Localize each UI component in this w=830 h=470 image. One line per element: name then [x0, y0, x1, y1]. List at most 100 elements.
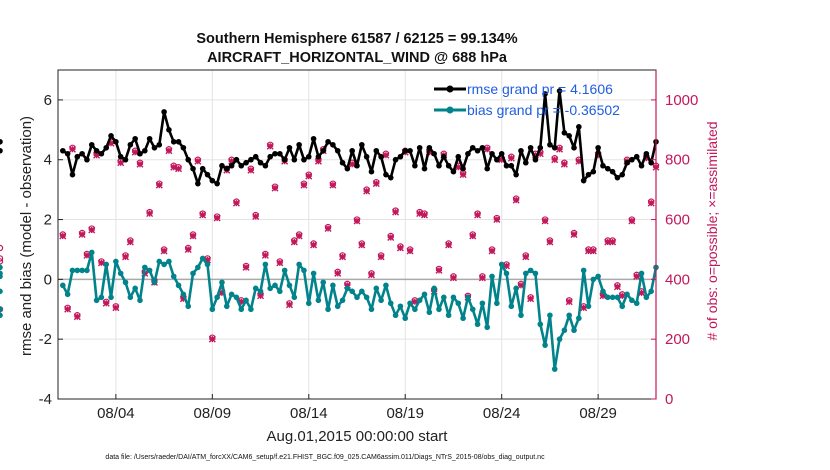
obs-assimilated-marker: [498, 156, 506, 164]
chart-subtitle: AIRCRAFT_HORIZONTAL_WIND @ 688 hPa: [207, 50, 508, 66]
obs-assimilated-marker: [647, 199, 655, 207]
obs-assimilated-marker: [541, 217, 549, 225]
bias-point: [262, 261, 269, 268]
rmse-point: [542, 91, 548, 97]
bias-point: [479, 300, 486, 307]
rmse-point: [397, 153, 404, 160]
rmse-point: [363, 153, 370, 160]
obs-assimilated-marker: [454, 163, 462, 171]
rmse-point: [344, 165, 351, 172]
bias-point: [214, 294, 220, 301]
obs-assimilated-marker: [638, 289, 646, 297]
bias-point: [498, 261, 505, 268]
rmse-point: [108, 133, 114, 139]
rmse-point: [330, 141, 336, 148]
footer-data-file: data file: /Users/raeder/DAI/ATM_forcXX/…: [105, 454, 545, 461]
rmse-point: [0, 138, 3, 145]
bias-point: [354, 294, 360, 301]
bias-point: [252, 285, 259, 292]
obs-assimilated-marker: [179, 295, 187, 303]
bias-point: [624, 291, 630, 298]
rmse-point: [633, 153, 640, 160]
rmse-point: [175, 138, 182, 145]
rmse-point: [296, 141, 302, 148]
obs-assimilated-marker: [343, 281, 351, 289]
obs-assimilated-marker: [580, 304, 588, 312]
rmse-point: [648, 159, 654, 166]
bias-point: [460, 315, 466, 322]
rmse-point: [252, 153, 259, 160]
bias-point: [561, 327, 568, 334]
obs-assimilated-marker: [184, 245, 192, 253]
rmse-point: [368, 168, 375, 175]
rmse-point: [349, 147, 355, 154]
obs-assimilated-marker: [421, 211, 429, 219]
rmse-point: [286, 144, 293, 151]
obs-assimilated-marker: [642, 154, 650, 162]
bias-point: [301, 267, 307, 274]
obs-assimilated-marker: [107, 139, 115, 147]
rmse-point: [537, 144, 544, 151]
obs-assimilated-marker: [199, 211, 207, 219]
obs-assimilated-marker: [232, 199, 240, 207]
bias-point: [277, 288, 283, 295]
y-tick-label: -4: [39, 391, 52, 408]
bias-point: [69, 267, 76, 274]
rmse-point: [170, 138, 177, 145]
bias-point: [580, 267, 587, 274]
obs-possible-marker: [0, 258, 4, 265]
legend: rmse grand pr = 4.1606 bias grand pr = -…: [434, 81, 620, 118]
obs-assimilated-marker: [83, 251, 91, 259]
obs-assimilated-marker: [175, 165, 183, 173]
y-tick-label: 2: [44, 212, 52, 229]
rmse-point: [180, 144, 187, 151]
bias-point: [445, 312, 452, 319]
obs-assimilated-marker: [59, 232, 67, 240]
obs-assimilated-marker: [503, 262, 510, 270]
rmse-point: [74, 153, 81, 160]
obs-assimilated-marker: [165, 147, 173, 155]
rmse-point: [576, 124, 582, 130]
obs-possible-marker: [0, 255, 4, 262]
obs-assimilated-marker: [613, 283, 621, 291]
obs-assimilated-marker: [310, 241, 318, 249]
obs-assimilated-marker: [435, 266, 443, 274]
bias-point: [576, 315, 582, 322]
obs-assimilated-marker: [536, 150, 544, 158]
obs-assimilated-marker: [522, 253, 530, 261]
x-tick-label: 08/19: [386, 405, 424, 422]
bias-point: [84, 267, 90, 274]
bias-point: [368, 306, 375, 313]
rmse-point: [291, 156, 298, 163]
bias-point: [108, 294, 114, 301]
bias-point: [436, 306, 442, 313]
bias-point: [469, 306, 476, 313]
bias-point: [513, 285, 519, 292]
bias-point: [98, 294, 105, 301]
rmse-point: [465, 150, 471, 157]
bias-point: [590, 276, 597, 283]
bias-point: [233, 294, 240, 301]
obs-assimilated-marker: [285, 301, 293, 309]
obs-assimilated-marker: [131, 148, 139, 156]
obs-assimilated-marker: [170, 163, 178, 171]
obs-assimilated-marker: [295, 232, 303, 240]
obs-assimilated-marker: [160, 247, 168, 255]
bias-point: [0, 270, 3, 277]
y-right-tick-label: 800: [665, 152, 690, 169]
bias-point: [0, 306, 3, 313]
obs-assimilated-marker: [382, 151, 390, 159]
rmse-point: [272, 150, 278, 157]
rmse-point: [407, 147, 413, 154]
rmse-point: [98, 150, 105, 157]
y-tick-label: 0: [44, 271, 52, 288]
obs-assimilated-marker: [531, 151, 539, 159]
rmse-point: [392, 156, 399, 163]
obs-assimilated-marker: [387, 233, 395, 241]
obs-assimilated-marker: [411, 298, 419, 306]
obs-assimilated-layer: [59, 139, 660, 343]
bias-point: [373, 285, 380, 292]
obs-assimilated-marker: [512, 196, 520, 204]
rmse-point: [518, 147, 524, 154]
obs-assimilated-marker: [527, 295, 535, 303]
